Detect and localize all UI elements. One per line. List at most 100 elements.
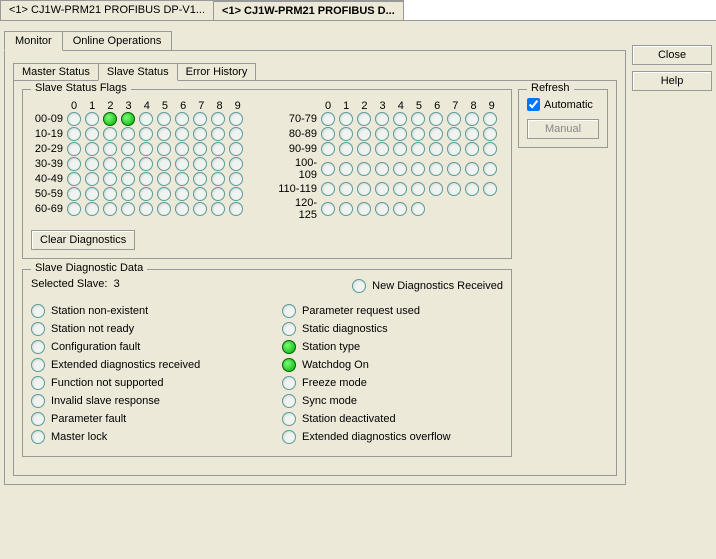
status-flag-circle[interactable] [85,127,99,141]
status-flag-circle[interactable] [393,182,407,196]
status-flag-circle[interactable] [483,127,497,141]
status-flag-circle[interactable] [229,142,243,156]
status-flag-circle[interactable] [375,142,389,156]
status-flag-circle[interactable] [321,202,335,216]
status-flag-circle[interactable] [375,127,389,141]
status-flag-circle[interactable] [193,127,207,141]
status-flag-circle[interactable] [103,127,117,141]
status-flag-circle[interactable] [103,157,117,171]
status-flag-circle[interactable] [229,202,243,216]
status-flag-circle[interactable] [67,112,81,126]
status-flag-circle[interactable] [121,187,135,201]
status-flag-circle[interactable] [465,182,479,196]
status-flag-circle[interactable] [157,112,171,126]
status-flag-circle[interactable] [229,157,243,171]
status-flag-circle[interactable] [393,112,407,126]
status-flag-circle[interactable] [139,127,153,141]
status-flag-circle[interactable] [103,202,117,216]
status-flag-circle[interactable] [411,202,425,216]
status-flag-circle[interactable] [483,142,497,156]
status-flag-circle[interactable] [121,142,135,156]
status-flag-circle[interactable] [411,142,425,156]
status-flag-circle[interactable] [211,172,225,186]
status-flag-circle[interactable] [393,202,407,216]
status-flag-circle[interactable] [175,202,189,216]
status-flag-circle[interactable] [67,127,81,141]
status-flag-circle[interactable] [339,142,353,156]
status-flag-circle[interactable] [67,157,81,171]
status-flag-circle[interactable] [483,112,497,126]
status-flag-circle[interactable] [429,112,443,126]
main-tab[interactable]: Monitor [4,31,63,51]
status-flag-circle[interactable] [393,142,407,156]
status-flag-circle[interactable] [85,157,99,171]
status-flag-circle[interactable] [393,127,407,141]
status-flag-circle[interactable] [229,172,243,186]
status-flag-circle[interactable] [375,112,389,126]
status-flag-circle[interactable] [193,157,207,171]
status-flag-circle[interactable] [411,127,425,141]
status-flag-circle[interactable] [139,112,153,126]
status-flag-circle[interactable] [465,162,479,176]
status-flag-circle[interactable] [121,202,135,216]
status-flag-circle[interactable] [139,172,153,186]
clear-diagnostics-button[interactable]: Clear Diagnostics [31,230,135,250]
status-flag-circle[interactable] [139,202,153,216]
status-flag-circle[interactable] [157,127,171,141]
status-flag-circle[interactable] [211,112,225,126]
help-button[interactable]: Help [632,71,712,91]
status-flag-circle[interactable] [447,162,461,176]
status-flag-circle[interactable] [339,182,353,196]
status-flag-circle[interactable] [121,112,135,126]
status-flag-circle[interactable] [103,187,117,201]
status-flag-circle[interactable] [357,162,371,176]
status-flag-circle[interactable] [211,127,225,141]
status-flag-circle[interactable] [465,127,479,141]
status-flag-circle[interactable] [357,142,371,156]
status-flag-circle[interactable] [321,182,335,196]
status-flag-circle[interactable] [103,112,117,126]
status-flag-circle[interactable] [175,112,189,126]
status-flag-circle[interactable] [447,142,461,156]
status-flag-circle[interactable] [211,142,225,156]
status-flag-circle[interactable] [483,162,497,176]
status-flag-circle[interactable] [103,142,117,156]
status-flag-circle[interactable] [321,112,335,126]
status-flag-circle[interactable] [67,142,81,156]
status-flag-circle[interactable] [411,182,425,196]
status-flag-circle[interactable] [157,187,171,201]
status-flag-circle[interactable] [121,157,135,171]
status-flag-circle[interactable] [429,127,443,141]
status-flag-circle[interactable] [193,202,207,216]
sub-tab[interactable]: Slave Status [98,63,178,81]
status-flag-circle[interactable] [175,172,189,186]
status-flag-circle[interactable] [193,142,207,156]
status-flag-circle[interactable] [139,187,153,201]
status-flag-circle[interactable] [375,162,389,176]
status-flag-circle[interactable] [447,182,461,196]
window-tab[interactable]: <1> CJ1W-PRM21 PROFIBUS D... [213,0,404,20]
status-flag-circle[interactable] [67,172,81,186]
status-flag-circle[interactable] [211,202,225,216]
status-flag-circle[interactable] [339,112,353,126]
status-flag-circle[interactable] [357,202,371,216]
status-flag-circle[interactable] [375,182,389,196]
status-flag-circle[interactable] [85,202,99,216]
status-flag-circle[interactable] [193,172,207,186]
status-flag-circle[interactable] [139,142,153,156]
status-flag-circle[interactable] [429,182,443,196]
status-flag-circle[interactable] [157,157,171,171]
status-flag-circle[interactable] [411,162,425,176]
window-tab[interactable]: <1> CJ1W-PRM21 PROFIBUS DP-V1... [0,0,214,20]
status-flag-circle[interactable] [357,112,371,126]
status-flag-circle[interactable] [67,202,81,216]
status-flag-circle[interactable] [447,112,461,126]
status-flag-circle[interactable] [85,172,99,186]
status-flag-circle[interactable] [447,127,461,141]
status-flag-circle[interactable] [103,172,117,186]
status-flag-circle[interactable] [211,157,225,171]
status-flag-circle[interactable] [175,187,189,201]
status-flag-circle[interactable] [121,127,135,141]
status-flag-circle[interactable] [411,112,425,126]
status-flag-circle[interactable] [139,157,153,171]
